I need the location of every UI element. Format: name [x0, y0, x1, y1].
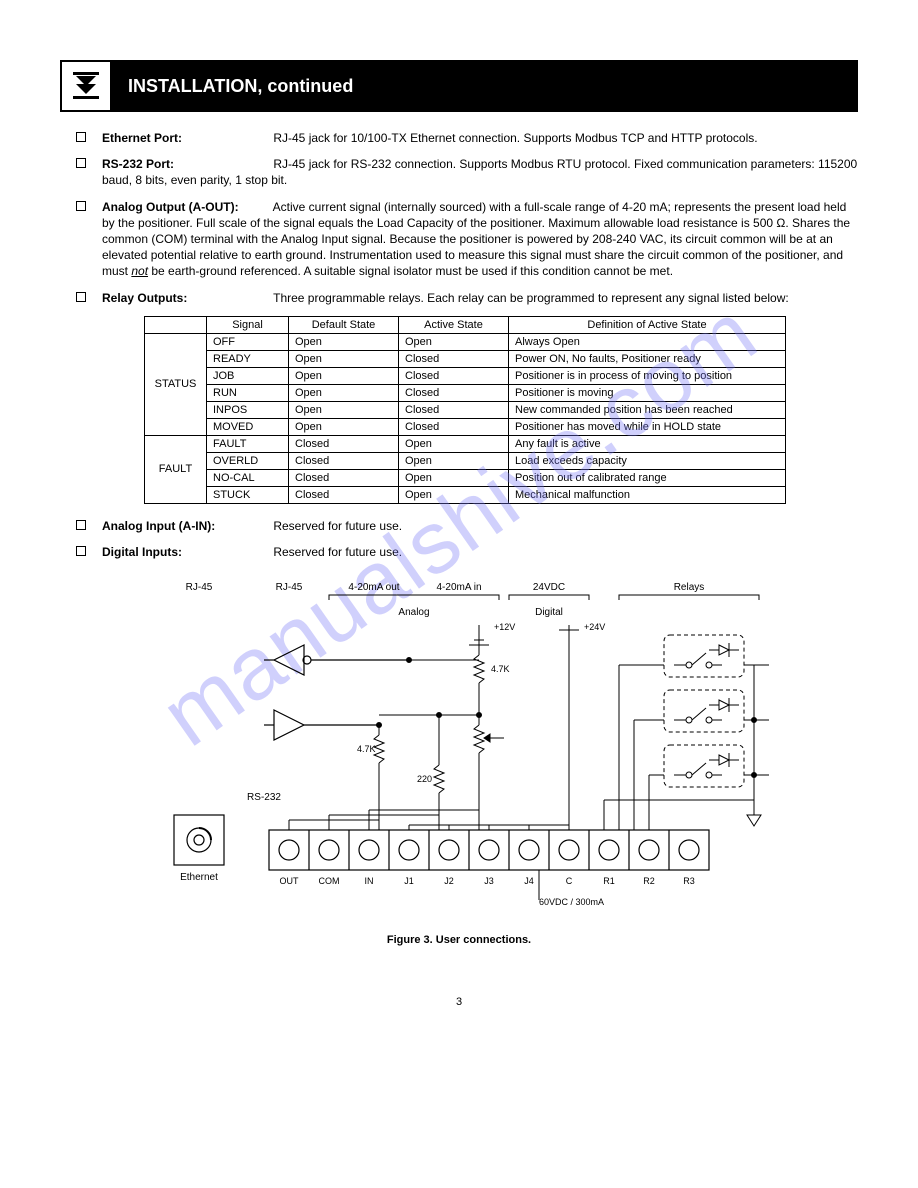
group-cell: STATUS: [145, 333, 207, 435]
item-label: Analog Output (A-OUT):: [102, 199, 270, 215]
item-text: Reserved for future use.: [273, 519, 402, 533]
bullet-icon: [60, 518, 102, 534]
svg-text:COM: COM: [319, 876, 340, 886]
svg-text:4.7K: 4.7K: [357, 744, 376, 754]
signals-table: Signal Default State Active State Defini…: [144, 316, 786, 504]
svg-text:J1: J1: [404, 876, 414, 886]
bullet-icon: [60, 290, 102, 306]
svg-text:R3: R3: [683, 876, 695, 886]
svg-text:Analog: Analog: [398, 607, 429, 618]
table-row: OVERLD Closed Open Load exceeds capacity: [145, 452, 786, 469]
table-header-row: Signal Default State Active State Defini…: [145, 316, 786, 333]
col-header: Default State: [289, 316, 399, 333]
item-text: Three programmable relays. Each relay ca…: [273, 291, 789, 305]
svg-text:J4: J4: [524, 876, 534, 886]
svg-text:J3: J3: [484, 876, 494, 886]
table-row: READY Open Closed Power ON, No faults, P…: [145, 350, 786, 367]
item-text: RJ-45 jack for 10/100-TX Ethernet connec…: [273, 131, 757, 145]
svg-text:R2: R2: [643, 876, 655, 886]
table-row: FAULT FAULT Closed Open Any fault is act…: [145, 435, 786, 452]
svg-text:IN: IN: [365, 876, 374, 886]
table-row: MOVED Open Closed Positioner has moved w…: [145, 418, 786, 435]
col-header: Definition of Active State: [509, 316, 786, 333]
svg-text:Relays: Relays: [674, 582, 705, 593]
table-row: INPOS Open Closed New commanded position…: [145, 401, 786, 418]
svg-text:R1: R1: [603, 876, 615, 886]
table-row: RUN Open Closed Positioner is moving: [145, 384, 786, 401]
spec-item-relays: Relay Outputs: Three programmable relays…: [60, 290, 858, 306]
bullet-icon: [60, 156, 102, 188]
table-row: JOB Open Closed Positioner is in process…: [145, 367, 786, 384]
spec-item-aout: Analog Output (A-OUT): Active current si…: [60, 199, 858, 280]
table-row: STATUS OFF Open Open Always Open: [145, 333, 786, 350]
item-label: Digital Inputs:: [102, 544, 270, 560]
svg-text:220: 220: [417, 774, 432, 784]
svg-text:Ethernet: Ethernet: [180, 872, 218, 883]
page-number: 3: [60, 996, 858, 1008]
connections-diagram: RJ-45 RJ-45 4-20mA out 4-20mA in 24VDC R…: [149, 570, 769, 920]
col-header: Active State: [399, 316, 509, 333]
svg-text:4-20mA out: 4-20mA out: [348, 582, 399, 593]
table-row: NO-CAL Closed Open Position out of calib…: [145, 469, 786, 486]
section-header: INSTALLATION, continued: [60, 60, 858, 112]
item-label: Relay Outputs:: [102, 290, 270, 306]
group-cell: FAULT: [145, 435, 207, 503]
table-row: STUCK Closed Open Mechanical malfunction: [145, 486, 786, 503]
svg-text:Digital: Digital: [535, 607, 563, 618]
spec-item-ethernet: Ethernet Port: RJ-45 jack for 10/100-TX …: [60, 130, 858, 146]
svg-text:+24V: +24V: [584, 622, 605, 632]
signals-table-wrap: Signal Default State Active State Defini…: [60, 316, 858, 504]
svg-text:60VDC / 300mA: 60VDC / 300mA: [539, 897, 604, 907]
svg-text:RJ-45: RJ-45: [276, 582, 303, 593]
item-label: Ethernet Port:: [102, 130, 270, 146]
spec-item-rs232: RS-232 Port: RJ-45 jack for RS-232 conne…: [60, 156, 858, 188]
install-icon: [70, 70, 102, 102]
col-header: [145, 316, 207, 333]
diagram-wrap: RJ-45 RJ-45 4-20mA out 4-20mA in 24VDC R…: [60, 570, 858, 946]
item-label: Analog Input (A-IN):: [102, 518, 270, 534]
page: manualshive.com INSTALLATION, continued …: [0, 0, 918, 1048]
svg-text:4-20mA in: 4-20mA in: [436, 582, 481, 593]
header-icon-box: [60, 60, 112, 112]
svg-text:+12V: +12V: [494, 622, 515, 632]
bullet-icon: [60, 544, 102, 560]
svg-text:24VDC: 24VDC: [533, 582, 565, 593]
svg-text:J2: J2: [444, 876, 454, 886]
svg-text:RJ-45: RJ-45: [186, 582, 213, 593]
item-text: Reserved for future use.: [273, 545, 402, 559]
diagram-caption: Figure 3. User connections.: [60, 934, 858, 946]
item-label: RS-232 Port:: [102, 156, 270, 172]
ethernet-jack-icon: [174, 815, 224, 865]
svg-text:OUT: OUT: [280, 876, 300, 886]
spec-item-digin: Digital Inputs: Reserved for future use.: [60, 544, 858, 560]
svg-text:RS-232: RS-232: [247, 792, 281, 803]
col-header: Signal: [207, 316, 289, 333]
svg-text:4.7K: 4.7K: [491, 664, 510, 674]
bullet-icon: [60, 130, 102, 146]
bullet-icon: [60, 199, 102, 280]
svg-text:C: C: [566, 876, 573, 886]
spec-item-ain: Analog Input (A-IN): Reserved for future…: [60, 518, 858, 534]
section-title: INSTALLATION, continued: [112, 60, 858, 112]
